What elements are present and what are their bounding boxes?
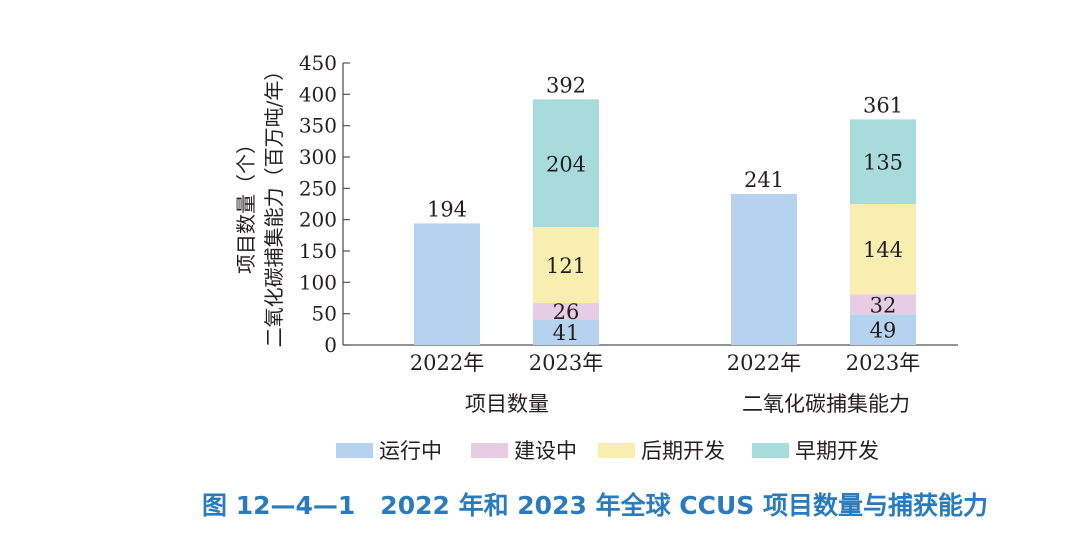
y-tick-label: 150: [299, 239, 337, 263]
bar-total-label: 241: [744, 168, 784, 192]
bar-segment: [533, 227, 599, 304]
x-category-label: 2022年: [727, 351, 801, 375]
legend-swatch: [336, 443, 373, 458]
y-axis-title-line: 项目数量（个）: [234, 134, 258, 274]
segment-value-label: 32: [870, 293, 897, 317]
bar-total-label: 194: [427, 197, 467, 221]
x-category-label: 2022年: [410, 351, 484, 375]
legend: 运行中 建设中 后期开发 早期开发: [336, 439, 879, 463]
bar-segment: [731, 193, 797, 345]
y-tick-label: 50: [312, 302, 337, 326]
x-group-label: 二氧化碳捕集能力: [742, 392, 910, 416]
segment-value-label: 49: [870, 319, 897, 343]
legend-label: 建设中: [514, 439, 577, 463]
y-tick-label: 250: [299, 176, 337, 200]
segment-value-label: 204: [546, 152, 586, 176]
bar-segment: [533, 319, 599, 345]
segment-value-label: 26: [553, 300, 580, 324]
bar-segment: [850, 294, 916, 315]
legend-label: 早期开发: [795, 439, 879, 463]
x-category-label: 2023年: [846, 351, 920, 375]
legend-swatch: [752, 443, 789, 458]
bar-total-label: 361: [863, 93, 903, 117]
legend-swatch: [471, 443, 508, 458]
y-tick-label: 350: [299, 114, 337, 138]
legend-label: 后期开发: [641, 439, 725, 463]
legend-label: 运行中: [379, 439, 442, 463]
segment-value-label: 121: [546, 254, 586, 278]
y-axis-title-line: 二氧化碳捕集能力（百万吨/年）: [262, 61, 286, 348]
y-tick-label: 450: [299, 51, 337, 75]
segment-value-label: 41: [553, 321, 580, 345]
bar-segment: [850, 119, 916, 204]
x-category-label: 2023年: [529, 351, 603, 375]
legend-swatch: [598, 443, 635, 458]
y-tick-label: 200: [299, 208, 337, 232]
y-tick-label: 400: [299, 82, 337, 106]
bar-segment: [850, 204, 916, 295]
y-tick-label: 100: [299, 270, 337, 294]
bar-total-label: 392: [546, 73, 586, 97]
figure-caption: 图 12—4—1 2022 年和 2023 年全球 CCUS 项目数量与捕获能力: [202, 491, 988, 520]
bar-segment: [414, 223, 480, 345]
y-axis-title: 项目数量（个） 二氧化碳捕集能力（百万吨/年）: [234, 61, 286, 348]
bar-segment: [533, 303, 599, 320]
bars: [414, 99, 916, 345]
x-group-label: 项目数量: [465, 392, 549, 416]
axes: 0 50 100 150 200 250 300 350 400 450: [299, 51, 958, 357]
y-tick-label: 300: [299, 145, 337, 169]
segment-value-label: 144: [863, 238, 903, 262]
bar-segment: [533, 99, 599, 228]
segment-value-label: 135: [863, 151, 903, 175]
y-tick-label: 0: [324, 333, 337, 357]
bar-segment: [850, 314, 916, 345]
